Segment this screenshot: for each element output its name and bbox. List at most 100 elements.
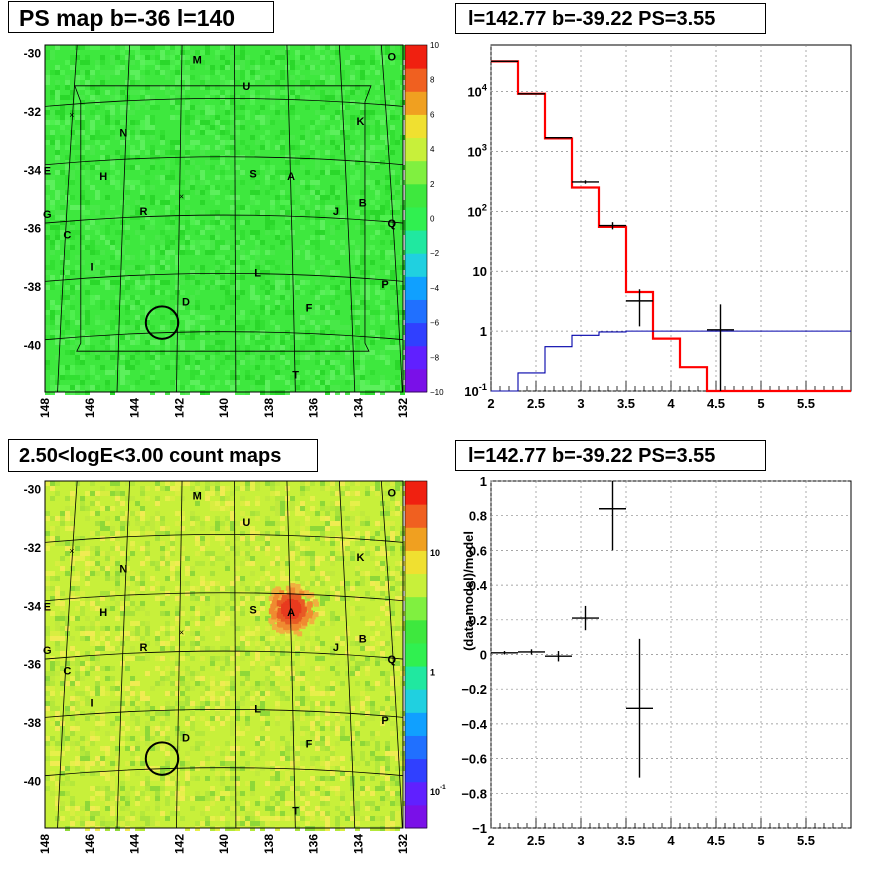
map-pixel — [270, 746, 275, 751]
map-pixel — [265, 380, 270, 385]
map-pixel — [345, 736, 350, 741]
map-pixel — [125, 701, 130, 706]
map-pixel — [310, 125, 315, 130]
map-pixel — [50, 90, 55, 95]
map-pixel — [170, 546, 175, 551]
map-pixel — [145, 305, 150, 310]
map-pixel — [390, 105, 395, 110]
map-pixel — [260, 546, 265, 551]
colorbar-tick-label: −8 — [430, 353, 440, 362]
map-pixel — [155, 631, 160, 636]
map-pixel — [105, 631, 110, 636]
map-pixel — [70, 561, 75, 566]
map-pixel — [170, 185, 175, 190]
map-pixel — [75, 626, 80, 631]
map-pixel — [190, 726, 195, 731]
map-pixel — [135, 105, 140, 110]
map-pixel — [80, 606, 85, 611]
map-pixel — [335, 596, 340, 601]
map-pixel — [50, 110, 55, 115]
map-pixel — [250, 686, 255, 691]
plot-1: 2 2.5 3 3.5 4 4.5 5 5.5 — [487, 44, 852, 411]
map-pixel — [110, 821, 115, 826]
map-pixel — [360, 385, 365, 390]
map-pixel — [325, 811, 330, 816]
map-pixel — [175, 801, 180, 806]
map-pixel — [85, 651, 90, 656]
map-pixel — [290, 546, 295, 551]
hot-spot-pixel — [306, 593, 312, 599]
map-pixel — [200, 656, 205, 661]
map-pixel — [115, 561, 120, 566]
map-pixel — [295, 385, 300, 390]
map-pixel — [270, 320, 275, 325]
map-pixel — [395, 265, 400, 270]
map-pixel — [205, 145, 210, 150]
map-pixel — [370, 801, 375, 806]
map-pixel — [50, 315, 55, 320]
hot-spot-pixel — [306, 605, 312, 611]
map-pixel — [100, 250, 105, 255]
map-pixel — [200, 110, 205, 115]
map-pixel — [285, 305, 290, 310]
map-pixel — [245, 481, 250, 486]
map-pixel — [160, 551, 165, 556]
map-pixel — [175, 726, 180, 731]
map-pixel — [180, 245, 185, 250]
map-pixel — [370, 330, 375, 335]
map-pixel — [80, 661, 85, 666]
map-pixel — [250, 556, 255, 561]
map-pixel — [385, 220, 390, 225]
map-pixel — [255, 150, 260, 155]
map-pixel — [95, 791, 100, 796]
map-pixel — [360, 370, 365, 375]
map-pixel — [390, 811, 395, 816]
map-pixel — [80, 335, 85, 340]
map-pixel — [185, 145, 190, 150]
map-pixel — [370, 711, 375, 716]
map-pixel — [380, 80, 385, 85]
map-pixel — [180, 676, 185, 681]
map-pixel — [380, 325, 385, 330]
map-pixel — [55, 215, 60, 220]
map-pixel — [230, 260, 235, 265]
map-pixel — [105, 626, 110, 631]
map-pixel — [190, 656, 195, 661]
map-pixel — [325, 350, 330, 355]
map-pixel — [95, 280, 100, 285]
map-pixel — [320, 736, 325, 741]
map-pixel — [80, 541, 85, 546]
map-pixel — [105, 491, 110, 496]
map-pixel — [265, 666, 270, 671]
map-pixel — [220, 616, 225, 621]
map-pixel — [375, 85, 380, 90]
map-pixel — [170, 380, 175, 385]
hot-spot-pixel — [304, 590, 310, 596]
map-pixel — [85, 160, 90, 165]
map-pixel — [85, 80, 90, 85]
map-pixel — [115, 180, 120, 185]
map-pixel — [275, 791, 280, 796]
map-pixel — [330, 55, 335, 60]
map-pixel — [215, 491, 220, 496]
map-pixel — [55, 541, 60, 546]
map-pixel — [235, 486, 240, 491]
map-pixel — [130, 591, 135, 596]
map-pixel — [120, 365, 125, 370]
map-pixel — [390, 521, 395, 526]
map-pixel — [360, 756, 365, 761]
map-pixel — [50, 701, 55, 706]
map-pixel — [195, 175, 200, 180]
map-pixel — [225, 255, 230, 260]
map-pixel — [380, 551, 385, 556]
map-pixel — [95, 681, 100, 686]
map-pixel — [370, 556, 375, 561]
map-pixel — [285, 751, 290, 756]
map-pixel — [380, 135, 385, 140]
map-pixel — [95, 65, 100, 70]
map-pixel — [305, 330, 310, 335]
map-pixel — [230, 300, 235, 305]
map-pixel — [125, 776, 130, 781]
map-pixel — [210, 285, 215, 290]
map-pixel — [370, 155, 375, 160]
